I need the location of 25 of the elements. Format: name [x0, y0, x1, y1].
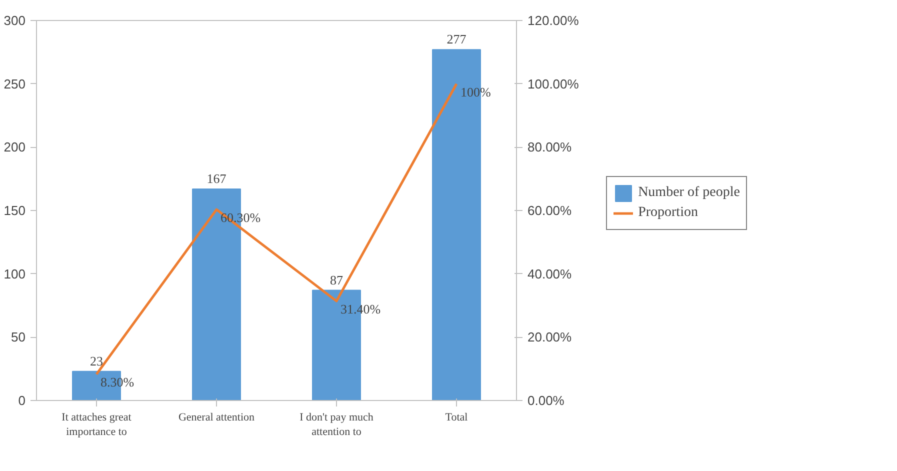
- data-label: 60.30%: [220, 210, 261, 226]
- y2-tick-label: 80.00%: [528, 140, 572, 155]
- x-tick-label: General attention: [178, 412, 256, 424]
- y-tick-label: 100: [4, 266, 26, 282]
- y2-tick-label: 100.00%: [528, 76, 580, 92]
- y-tick-label: 150: [4, 203, 26, 218]
- x-tick-label: It attaches great importance to: [62, 412, 132, 438]
- y-tick-label: 200: [4, 140, 26, 155]
- y2-tick-label: 60.00%: [528, 203, 572, 218]
- legend-label: Proportion: [638, 205, 699, 221]
- y2-tick-label: 120.00%: [528, 13, 580, 28]
- data-label: 277: [446, 32, 467, 47]
- y-tick-label: 300: [4, 13, 26, 28]
- x-tick-label: Total: [445, 412, 468, 424]
- y-tick-label: 50: [11, 330, 26, 345]
- y2-tick-label: 40.00%: [528, 266, 572, 282]
- data-label: 87: [330, 272, 344, 288]
- data-label: 23: [90, 353, 103, 368]
- data-label: 167: [206, 170, 227, 186]
- y2-tick-label: 20.00%: [528, 330, 572, 345]
- y-tick-label: 0: [18, 393, 26, 408]
- y2-tick-label: 0.00%: [528, 393, 565, 408]
- x-tick-label: I don't pay much attention to: [300, 412, 374, 438]
- y-tick-label: 250: [4, 76, 26, 92]
- legend-label: Number of people: [638, 185, 740, 201]
